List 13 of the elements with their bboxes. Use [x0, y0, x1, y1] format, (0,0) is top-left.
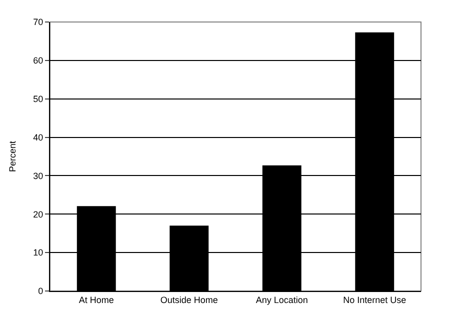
x-tick-label: No Internet Use [343, 294, 406, 305]
y-tick-label: 20 [33, 209, 44, 220]
y-axis-title: Percent [8, 140, 18, 172]
y-tick-label: 60 [33, 56, 44, 66]
y-tick-label: 30 [33, 170, 44, 181]
x-tick-label: Outside Home [160, 294, 218, 305]
y-tick-label: 70 [33, 17, 44, 28]
y-tick-label: 50 [33, 94, 44, 104]
x-tick-label: At Home [78, 294, 114, 305]
x-tick-label: Any Location [256, 294, 308, 305]
y-tick-label: 40 [33, 132, 44, 142]
y-tick-label: 10 [33, 248, 44, 258]
y-tick-label: 0 [38, 286, 44, 296]
